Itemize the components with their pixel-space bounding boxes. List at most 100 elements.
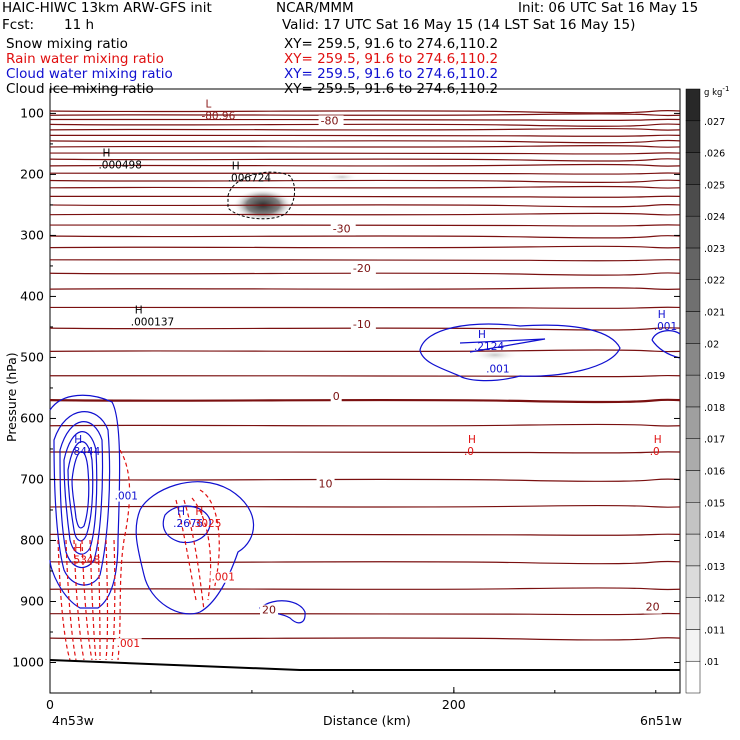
isotherm-line [49,235,681,239]
extremum-mark: H [658,309,666,321]
colorbar-tick-label: .018 [704,403,725,414]
cloud-water-contours [49,323,681,624]
isotherm-label: -80 [321,114,339,127]
colorbar-tick-label: .017 [704,435,725,446]
isotherm-line [49,144,681,148]
isotherm-line [49,306,681,309]
colorbar-tick-label: .014 [704,530,725,541]
colorbar-tick-label: .013 [704,562,725,573]
colorbar-tick-label: .022 [704,276,725,287]
isotherm-line [49,195,681,198]
extremum-value: .2676 [173,518,203,530]
contour-label-bg [210,571,237,583]
extremum-mark: H [195,506,203,518]
isotherm-line [49,127,681,131]
field-name-rain: Rain water mixing ratio [6,51,164,67]
field-xy-cloud-water: XY= 259.5, 91.6 to 274.6,110.2 [284,66,499,82]
y-tick-label: 900 [20,593,44,608]
isotherm-label: 20 [646,601,660,614]
y-tick-label: 1000 [12,654,44,669]
extremum-mark: H [654,434,662,446]
isotherm-line [49,179,681,183]
y-tick-label: 100 [20,105,44,120]
colorbar-swatch [685,533,701,567]
isotherm-line [49,349,681,353]
colorbar-swatch [685,565,701,598]
org-label: NCAR/MMM [276,0,354,16]
extremum-value: .5348 [70,555,100,567]
isotherm-label-bg [260,604,279,617]
colorbar-unit: g kg-1 [704,85,729,98]
colorbar-swatch [685,629,701,662]
isotherm-line [49,152,681,155]
colorbar-swatch [685,406,701,439]
isotherm-line [49,451,681,454]
isotherm-label: 0 [333,390,340,403]
field-xy-rain: XY= 259.5, 91.6 to 274.6,110.2 [284,51,499,67]
extremum-mark: H [478,329,486,341]
isotherm-label-bg [330,391,342,404]
colorbar-swatch [685,215,701,249]
isotherm-label-bg [643,601,662,614]
forecast-label: Fcst: [2,17,35,33]
isotherm-line [49,374,681,378]
colorbar-swatch [685,184,701,217]
isotherm-line [49,212,681,216]
isotherm-line [49,139,681,144]
y-axis-label: Pressure (hPa) [4,352,19,442]
y-tick-label: 400 [20,288,44,303]
extremum-value: .8444 [70,446,100,458]
isotherm-line [49,504,681,508]
isotherm-line [49,560,681,565]
colorbar-tick-label: .026 [704,149,725,160]
isotherm-label-bg [318,115,344,128]
y-tick-label: 600 [20,410,44,425]
colorbar-swatch [685,374,701,408]
isotherm-label-bg [350,263,376,276]
isotherm-line [49,272,681,276]
extremum-value: .0 [650,446,660,458]
field-name-cloud-water: Cloud water mixing ratio [6,66,173,82]
init-time: Init: 06 UTC Sat 16 May 15 [518,0,699,16]
extremum-value: .2124 [474,341,504,353]
isotherm-line [49,245,681,249]
extremum-mark: H [468,434,476,446]
colorbar-tick-label: .01 [704,657,719,668]
contour-label: .001 [115,491,138,503]
isotherm-label: -10 [353,318,371,331]
isotherm-line [49,327,681,331]
plot-frame [49,88,681,694]
extremum-mark: L [205,99,211,111]
field-xy-snow: XY= 259.5, 91.6 to 274.6,110.2 [284,36,499,52]
isotherm-line [49,478,681,482]
colorbar-tick-label: .02 [704,339,719,350]
isotherm-line [49,423,681,427]
colorbar-swatch [685,152,701,185]
x-axis: 0 200 [46,687,657,712]
isotherm-label-bg [350,319,376,332]
isotherm-line [49,637,681,641]
x-tick-label: 200 [442,697,466,712]
isotherm-line [49,163,681,167]
extremum-mark: H [74,543,82,555]
colorbar-swatch [685,247,701,280]
colorbar-tick-label: .016 [704,466,725,477]
section-end-label: 6n51w [640,713,682,728]
model-title: HAIC-HIWC 13km ARW-GFS init [2,0,212,16]
isotherm-line [49,533,681,536]
colorbar-tick-label: .021 [704,308,725,319]
y-tick-label: 300 [20,227,44,242]
contour-label-bg [485,363,512,375]
field-name-snow: Snow mixing ratio [6,36,128,52]
isotherm-line [49,224,681,227]
extremum-mark: H [74,434,82,446]
extremum-value: .000498 [98,159,141,171]
colorbar-swatch [685,311,701,344]
colorbar-tick-label: .025 [704,180,725,191]
colorbar-swatch [685,438,701,471]
contour-label: .001 [486,364,509,376]
colorbar-tick-label: .023 [704,244,725,255]
colorbar-swatch [685,279,701,312]
contour-label-bg [115,638,142,650]
